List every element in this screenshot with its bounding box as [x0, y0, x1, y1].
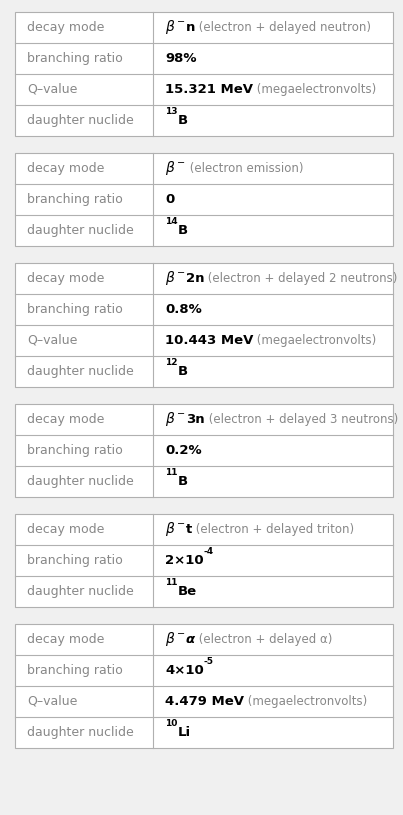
Text: decay mode: decay mode	[27, 21, 104, 34]
Text: 10: 10	[165, 719, 177, 728]
Text: daughter nuclide: daughter nuclide	[27, 114, 134, 127]
Text: (megaelectronvolts): (megaelectronvolts)	[253, 334, 376, 347]
Bar	[15, 514, 393, 607]
Bar	[15, 624, 393, 748]
Text: $\beta^-$: $\beta^-$	[165, 631, 186, 649]
Text: Li: Li	[177, 726, 191, 739]
Text: (electron + delayed neutron): (electron + delayed neutron)	[195, 21, 371, 34]
Text: 10.443 MeV: 10.443 MeV	[165, 334, 253, 347]
Bar	[15, 12, 393, 136]
Text: $\beta^-$: $\beta^-$	[165, 160, 186, 178]
Text: n: n	[186, 21, 195, 34]
Text: decay mode: decay mode	[27, 162, 104, 175]
Text: t: t	[186, 523, 192, 536]
Text: branching ratio: branching ratio	[27, 664, 123, 677]
Text: -4: -4	[204, 547, 214, 556]
Text: (megaelectronvolts): (megaelectronvolts)	[253, 83, 376, 96]
Text: decay mode: decay mode	[27, 413, 104, 426]
Text: branching ratio: branching ratio	[27, 52, 123, 65]
Text: α: α	[186, 633, 195, 646]
Text: 3n: 3n	[186, 413, 205, 426]
Text: (electron + delayed α): (electron + delayed α)	[195, 633, 332, 646]
Text: 98%: 98%	[165, 52, 197, 65]
Text: branching ratio: branching ratio	[27, 444, 123, 457]
Text: decay mode: decay mode	[27, 633, 104, 646]
Text: 11: 11	[165, 578, 177, 587]
Text: daughter nuclide: daughter nuclide	[27, 475, 134, 488]
Text: $\beta^-$: $\beta^-$	[165, 19, 186, 37]
Text: Q–value: Q–value	[27, 334, 77, 347]
Text: Be: Be	[177, 585, 197, 598]
Text: $\beta^-$: $\beta^-$	[165, 521, 186, 539]
Text: daughter nuclide: daughter nuclide	[27, 365, 134, 378]
Text: 0.8%: 0.8%	[165, 303, 202, 316]
Text: 11: 11	[165, 468, 177, 477]
Text: (electron + delayed triton): (electron + delayed triton)	[192, 523, 354, 536]
Text: decay mode: decay mode	[27, 272, 104, 285]
Text: $\beta^-$: $\beta^-$	[165, 411, 186, 429]
Bar	[15, 263, 393, 387]
Text: 2n: 2n	[186, 272, 204, 285]
Text: 4×10: 4×10	[165, 664, 204, 677]
Text: 2×10: 2×10	[165, 554, 204, 567]
Text: (electron + delayed 2 neutrons): (electron + delayed 2 neutrons)	[204, 272, 398, 285]
Text: B: B	[177, 365, 187, 378]
Text: 4.479 MeV: 4.479 MeV	[165, 695, 244, 708]
Text: Q–value: Q–value	[27, 695, 77, 708]
Text: 13: 13	[165, 107, 177, 116]
Bar	[15, 404, 393, 497]
Text: B: B	[178, 224, 188, 237]
Text: 14: 14	[165, 217, 178, 226]
Text: (electron emission): (electron emission)	[186, 162, 303, 175]
Text: 0: 0	[165, 193, 174, 206]
Text: B: B	[177, 475, 187, 488]
Text: daughter nuclide: daughter nuclide	[27, 726, 134, 739]
Text: 15.321 MeV: 15.321 MeV	[165, 83, 253, 96]
Text: $\beta^-$: $\beta^-$	[165, 270, 186, 288]
Text: branching ratio: branching ratio	[27, 554, 123, 567]
Text: branching ratio: branching ratio	[27, 303, 123, 316]
Text: Q–value: Q–value	[27, 83, 77, 96]
Text: -5: -5	[204, 657, 214, 666]
Text: decay mode: decay mode	[27, 523, 104, 536]
Text: B: B	[177, 114, 187, 127]
Text: 0.2%: 0.2%	[165, 444, 202, 457]
Text: branching ratio: branching ratio	[27, 193, 123, 206]
Bar	[15, 153, 393, 246]
Text: daughter nuclide: daughter nuclide	[27, 585, 134, 598]
Text: (electron + delayed 3 neutrons): (electron + delayed 3 neutrons)	[205, 413, 398, 426]
Text: 12: 12	[165, 358, 177, 367]
Text: (megaelectronvolts): (megaelectronvolts)	[244, 695, 367, 708]
Text: daughter nuclide: daughter nuclide	[27, 224, 134, 237]
